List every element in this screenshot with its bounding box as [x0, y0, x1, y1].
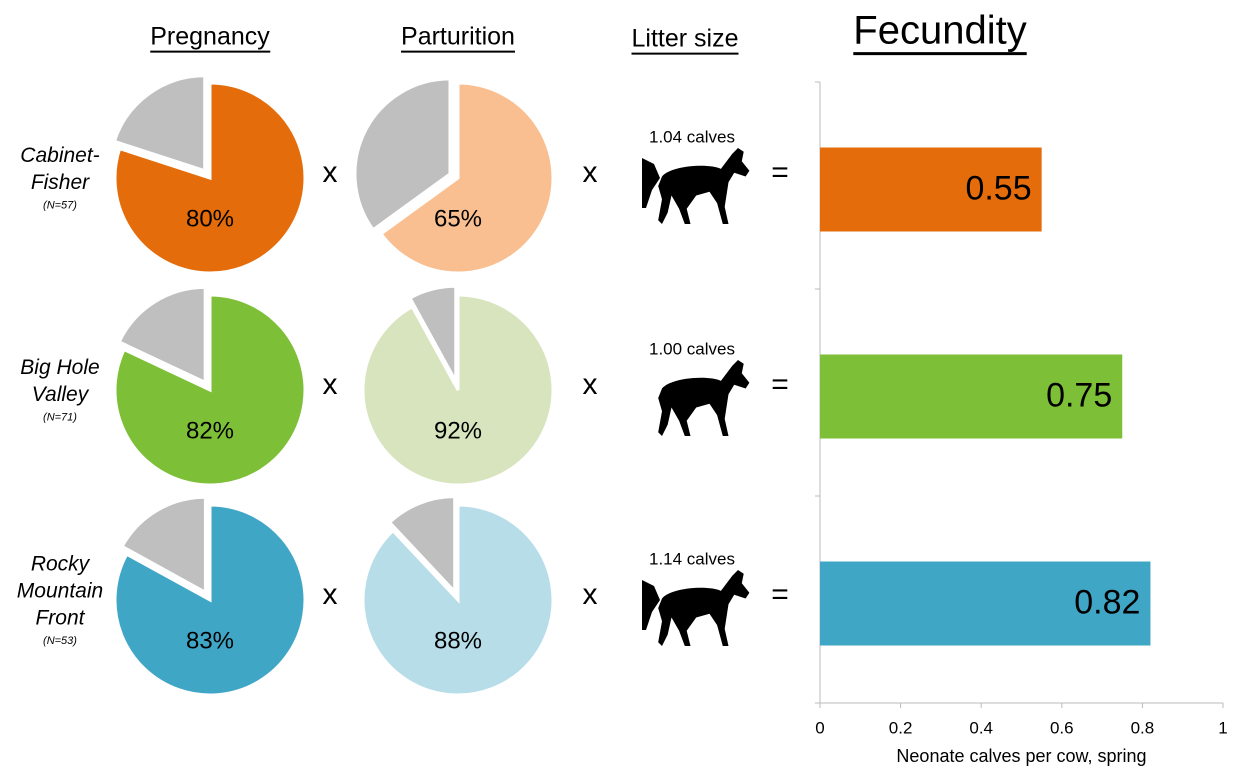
moose-silhouette [658, 148, 750, 224]
population-name: Fisher [31, 171, 90, 194]
times-operator: x [583, 156, 598, 189]
bar [820, 147, 1042, 232]
pie-rest-slice [387, 495, 457, 596]
x-tick-label: 0.6 [1050, 718, 1074, 737]
litter-label: 1.04 calves [649, 127, 735, 146]
pie-slice [379, 81, 555, 275]
moose-silhouette [658, 570, 750, 646]
times-operator: x [323, 156, 338, 189]
x-tick-label: 0.2 [889, 718, 913, 737]
pie-rest-slice [112, 74, 207, 173]
x-axis-label: Neonate calves per cow, spring [896, 746, 1146, 766]
population-n: (N=53) [43, 635, 77, 647]
population-name: Big Hole [20, 356, 99, 379]
pie-rest-slice [120, 495, 207, 595]
column-header: Pregnancy [150, 23, 270, 51]
calf-silhouette [642, 580, 660, 630]
population-name: Rocky [31, 553, 91, 576]
pie-slice [361, 293, 555, 487]
population-n: (N=71) [43, 411, 77, 423]
pie-value-label: 88% [434, 627, 482, 654]
chart-title: Fecundity [853, 9, 1026, 53]
times-operator: x [583, 368, 598, 401]
pie-rest-slice [407, 284, 458, 383]
bar-value-label: 0.82 [1074, 583, 1140, 621]
population-n: (N=57) [43, 199, 77, 211]
pie-rest-slice [353, 77, 452, 232]
pie-value-label: 92% [434, 417, 482, 444]
bar [820, 561, 1151, 646]
equals-operator: = [771, 578, 789, 611]
calf-silhouette [642, 158, 660, 208]
pie-rest-slice [117, 285, 207, 385]
moose-silhouette [658, 360, 750, 436]
population-name: Cabinet- [20, 144, 99, 167]
litter-label: 1.14 calves [649, 549, 735, 568]
bar-value-label: 0.75 [1046, 376, 1112, 414]
pie-value-label: 65% [434, 205, 482, 232]
x-tick-label: 0.4 [969, 718, 993, 737]
pie-value-label: 80% [186, 205, 234, 232]
column-header: Parturition [401, 23, 515, 51]
times-operator: x [583, 578, 598, 611]
population-name: Mountain [17, 580, 103, 603]
pie-slice [361, 503, 555, 697]
bar [820, 354, 1123, 439]
pie-slice [113, 81, 307, 275]
pie-slice [113, 503, 307, 697]
pie-value-label: 82% [186, 417, 234, 444]
population-name: Valley [32, 383, 90, 406]
population-name: Front [35, 607, 85, 630]
litter-label: 1.00 calves [649, 339, 735, 358]
bar-value-label: 0.55 [965, 169, 1031, 207]
pie-value-label: 83% [186, 627, 234, 654]
times-operator: x [323, 578, 338, 611]
x-tick-label: 1 [1218, 718, 1227, 737]
x-tick-label: 0 [815, 718, 824, 737]
equals-operator: = [771, 368, 789, 401]
x-tick-label: 0.8 [1131, 718, 1155, 737]
times-operator: x [323, 368, 338, 401]
equals-operator: = [771, 156, 789, 189]
pie-slice [113, 293, 307, 487]
column-header: Litter size [632, 25, 739, 53]
